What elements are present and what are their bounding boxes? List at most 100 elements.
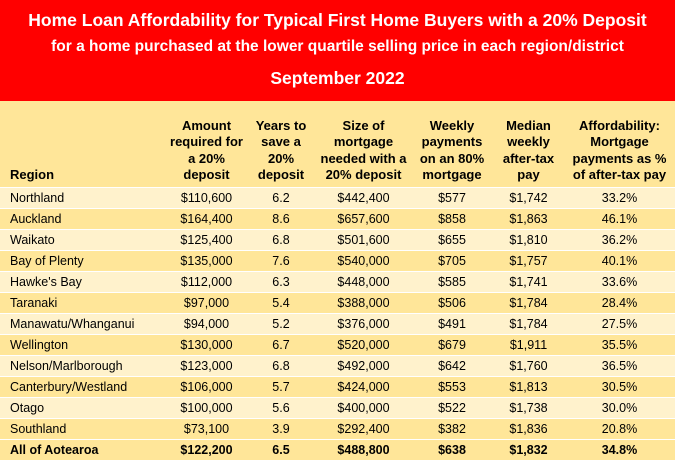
weekly-payment-cell: $705 bbox=[411, 249, 493, 271]
column-header-deposit-amount: Amount required for a 20% deposit bbox=[170, 117, 243, 183]
median-pay-cell: $1,760 bbox=[493, 354, 564, 376]
years-cell: 6.2 bbox=[246, 186, 316, 208]
page-title: Home Loan Affordability for Typical Firs… bbox=[28, 10, 647, 30]
table-row: Wellington $130,000 6.7 $520,000 $679 $1… bbox=[0, 333, 675, 355]
affordability-cell: 30.0% bbox=[564, 396, 675, 418]
mortgage-cell: $442,400 bbox=[316, 186, 411, 208]
affordability-cell: 36.2% bbox=[564, 228, 675, 250]
deposit-cell: $100,000 bbox=[167, 396, 246, 418]
years-cell: 5.6 bbox=[246, 396, 316, 418]
region-cell: Taranaki bbox=[0, 291, 167, 313]
affordability-cell: 35.5% bbox=[564, 333, 675, 355]
weekly-payment-cell: $577 bbox=[411, 186, 493, 208]
mortgage-cell: $520,000 bbox=[316, 333, 411, 355]
median-pay-cell: $1,810 bbox=[493, 228, 564, 250]
deposit-cell: $164,400 bbox=[167, 207, 246, 229]
column-header-median-pay: Median weekly after-tax pay bbox=[502, 117, 555, 183]
total-median-pay-cell: $1,832 bbox=[493, 438, 564, 460]
deposit-cell: $135,000 bbox=[167, 249, 246, 271]
median-pay-cell: $1,836 bbox=[493, 417, 564, 439]
total-row: All of Aotearoa $122,200 6.5 $488,800 $6… bbox=[0, 438, 675, 460]
weekly-payment-cell: $382 bbox=[411, 417, 493, 439]
table-row: Otago $100,000 5.6 $400,000 $522 $1,738 … bbox=[0, 396, 675, 418]
mortgage-cell: $448,000 bbox=[316, 270, 411, 292]
region-cell: Nelson/Marlborough bbox=[0, 354, 167, 376]
years-cell: 6.8 bbox=[246, 228, 316, 250]
median-pay-cell: $1,784 bbox=[493, 291, 564, 313]
median-pay-cell: $1,738 bbox=[493, 396, 564, 418]
region-cell: Hawke's Bay bbox=[0, 270, 167, 292]
affordability-cell: 20.8% bbox=[564, 417, 675, 439]
affordability-cell: 36.5% bbox=[564, 354, 675, 376]
table-row: Northland $110,600 6.2 $442,400 $577 $1,… bbox=[0, 186, 675, 208]
affordability-cell: 40.1% bbox=[564, 249, 675, 271]
years-cell: 3.9 bbox=[246, 417, 316, 439]
weekly-payment-cell: $655 bbox=[411, 228, 493, 250]
page-subtitle: for a home purchased at the lower quarti… bbox=[51, 38, 624, 55]
affordability-cell: 33.2% bbox=[564, 186, 675, 208]
years-cell: 7.6 bbox=[246, 249, 316, 271]
region-cell: Northland bbox=[0, 186, 167, 208]
region-cell: Canterbury/Westland bbox=[0, 375, 167, 397]
median-pay-cell: $1,784 bbox=[493, 312, 564, 334]
weekly-payment-cell: $858 bbox=[411, 207, 493, 229]
median-pay-cell: $1,741 bbox=[493, 270, 564, 292]
column-header-region: Region bbox=[10, 167, 55, 182]
affordability-cell: 33.6% bbox=[564, 270, 675, 292]
affordability-cell: 30.5% bbox=[564, 375, 675, 397]
years-cell: 5.7 bbox=[246, 375, 316, 397]
column-header-years-to-save: Years to save a 20% deposit bbox=[255, 117, 307, 183]
median-pay-cell: $1,911 bbox=[493, 333, 564, 355]
weekly-payment-cell: $642 bbox=[411, 354, 493, 376]
weekly-payment-cell: $522 bbox=[411, 396, 493, 418]
deposit-cell: $130,000 bbox=[167, 333, 246, 355]
mortgage-cell: $540,000 bbox=[316, 249, 411, 271]
weekly-payment-cell: $553 bbox=[411, 375, 493, 397]
total-weekly-payment-cell: $638 bbox=[411, 438, 493, 460]
table-header-row: Region Amount required for a 20% deposit… bbox=[0, 101, 675, 187]
deposit-cell: $106,000 bbox=[167, 375, 246, 397]
affordability-table: Region Amount required for a 20% deposit… bbox=[0, 101, 675, 460]
mortgage-cell: $657,600 bbox=[316, 207, 411, 229]
deposit-cell: $125,400 bbox=[167, 228, 246, 250]
weekly-payment-cell: $585 bbox=[411, 270, 493, 292]
table-row: Auckland $164,400 8.6 $657,600 $858 $1,8… bbox=[0, 207, 675, 229]
table-row: Waikato $125,400 6.8 $501,600 $655 $1,81… bbox=[0, 228, 675, 250]
mortgage-cell: $492,000 bbox=[316, 354, 411, 376]
region-cell: Bay of Plenty bbox=[0, 249, 167, 271]
mortgage-cell: $388,000 bbox=[316, 291, 411, 313]
median-pay-cell: $1,757 bbox=[493, 249, 564, 271]
years-cell: 6.3 bbox=[246, 270, 316, 292]
region-cell: Waikato bbox=[0, 228, 167, 250]
deposit-cell: $123,000 bbox=[167, 354, 246, 376]
years-cell: 8.6 bbox=[246, 207, 316, 229]
mortgage-cell: $424,000 bbox=[316, 375, 411, 397]
table-row: Nelson/Marlborough $123,000 6.8 $492,000… bbox=[0, 354, 675, 376]
mortgage-cell: $376,000 bbox=[316, 312, 411, 334]
total-region-cell: All of Aotearoa bbox=[0, 438, 167, 460]
column-header-affordability: Affordability: Mortgage payments as % of… bbox=[572, 117, 667, 183]
affordability-cell: 28.4% bbox=[564, 291, 675, 313]
column-header-weekly-payments: Weekly payments on an 80% mortgage bbox=[419, 117, 485, 183]
total-deposit-cell: $122,200 bbox=[167, 438, 246, 460]
weekly-payment-cell: $679 bbox=[411, 333, 493, 355]
deposit-cell: $73,100 bbox=[167, 417, 246, 439]
median-pay-cell: $1,813 bbox=[493, 375, 564, 397]
table-row: Canterbury/Westland $106,000 5.7 $424,00… bbox=[0, 375, 675, 397]
region-cell: Manawatu/Whanganui bbox=[0, 312, 167, 334]
report-date: September 2022 bbox=[270, 68, 405, 88]
mortgage-cell: $400,000 bbox=[316, 396, 411, 418]
weekly-payment-cell: $506 bbox=[411, 291, 493, 313]
years-cell: 5.4 bbox=[246, 291, 316, 313]
table-row: Taranaki $97,000 5.4 $388,000 $506 $1,78… bbox=[0, 291, 675, 313]
affordability-cell: 46.1% bbox=[564, 207, 675, 229]
median-pay-cell: $1,742 bbox=[493, 186, 564, 208]
years-cell: 5.2 bbox=[246, 312, 316, 334]
total-years-cell: 6.5 bbox=[246, 438, 316, 460]
median-pay-cell: $1,863 bbox=[493, 207, 564, 229]
table-row: Southland $73,100 3.9 $292,400 $382 $1,8… bbox=[0, 417, 675, 439]
total-affordability-cell: 34.8% bbox=[564, 438, 675, 460]
deposit-cell: $110,600 bbox=[167, 186, 246, 208]
region-cell: Southland bbox=[0, 417, 167, 439]
